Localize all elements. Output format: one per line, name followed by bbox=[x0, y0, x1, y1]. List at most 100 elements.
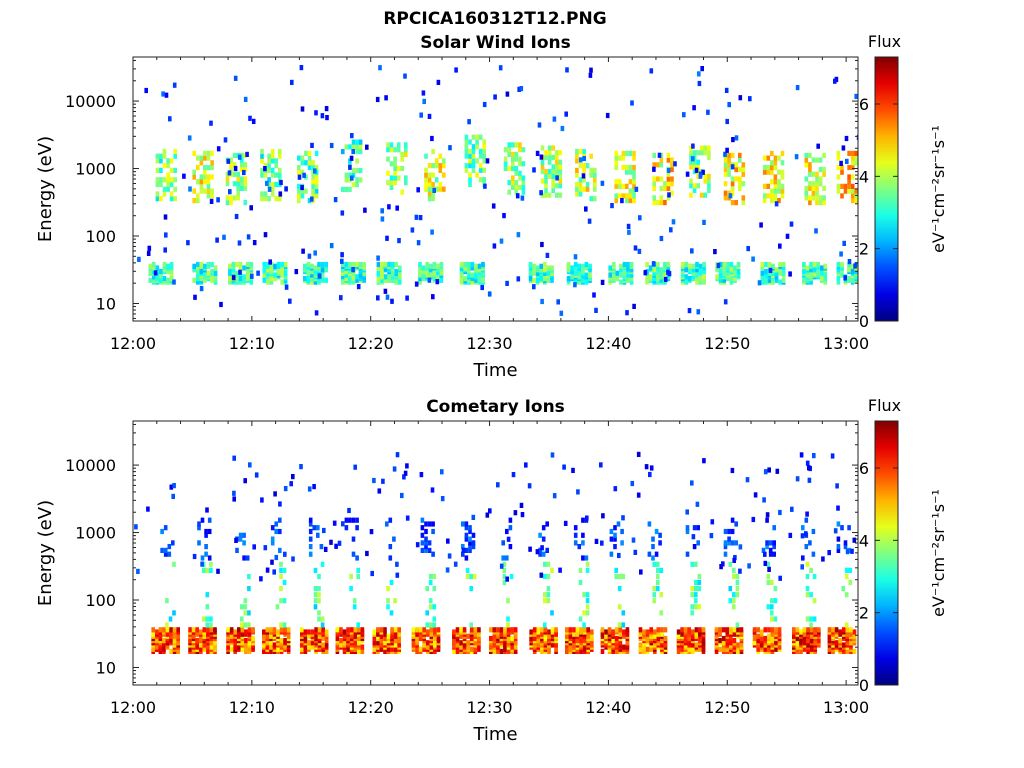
spectrogram-cell bbox=[314, 188, 319, 194]
spectrogram-cell bbox=[424, 181, 428, 188]
spectrogram-cell bbox=[320, 272, 325, 278]
spectrogram-cell bbox=[649, 465, 654, 471]
spectrogram-cell bbox=[272, 642, 277, 648]
spectrogram-cell bbox=[656, 162, 660, 168]
spectrogram-cell bbox=[788, 271, 792, 277]
spectrogram-cell bbox=[584, 555, 589, 561]
spectrogram-cell bbox=[278, 172, 282, 178]
spectrogram-cell bbox=[543, 561, 547, 567]
spectrogram-cell bbox=[358, 167, 363, 174]
spectrogram-cell bbox=[727, 162, 731, 168]
spectrogram-cell bbox=[695, 267, 699, 273]
spectrogram-cell bbox=[767, 261, 772, 268]
spectrogram-cell bbox=[308, 517, 313, 523]
spectrogram-cell bbox=[262, 633, 266, 639]
spectrogram-cell bbox=[209, 644, 214, 650]
spectrogram-cell bbox=[232, 490, 236, 496]
spectrogram-cell bbox=[237, 154, 242, 160]
spectrogram-cell bbox=[807, 477, 812, 483]
spectrogram-cell bbox=[459, 633, 463, 639]
spectrogram-cell bbox=[199, 635, 203, 642]
spectrogram-cell bbox=[240, 622, 244, 628]
spectrogram-cell bbox=[698, 269, 703, 275]
spectrogram-cell bbox=[242, 169, 246, 176]
spectrogram-cell bbox=[656, 276, 660, 282]
spectrogram-cell bbox=[642, 644, 646, 650]
spectrogram-cell bbox=[733, 265, 737, 271]
spectrogram-cell bbox=[670, 166, 674, 173]
spectrogram-cell bbox=[854, 93, 858, 99]
spectrogram-cell bbox=[355, 525, 359, 531]
spectrogram-cell bbox=[279, 598, 283, 604]
spectrogram-cell bbox=[774, 201, 779, 207]
spectrogram-cell bbox=[550, 627, 555, 633]
spectrogram-cell bbox=[663, 276, 668, 283]
spectrogram-cell bbox=[507, 142, 511, 148]
spectrogram-cell bbox=[313, 604, 318, 610]
spectrogram-cell bbox=[652, 561, 656, 567]
spectrogram-cell bbox=[300, 188, 305, 194]
spectrogram-cell bbox=[518, 156, 522, 162]
spectrogram-cell bbox=[521, 189, 526, 195]
spectrogram-cell bbox=[507, 189, 511, 195]
spectrogram-cell bbox=[543, 573, 547, 580]
spectrogram-cell bbox=[626, 277, 630, 283]
spectrogram-cell bbox=[532, 270, 536, 276]
spectrogram-cell bbox=[809, 616, 813, 622]
spectrogram-cell bbox=[751, 516, 756, 523]
spectrogram-cell bbox=[200, 561, 204, 567]
spectrogram-cell bbox=[771, 279, 775, 285]
spectrogram-cell bbox=[389, 184, 394, 190]
spectrogram-cell bbox=[696, 525, 700, 531]
spectrogram-cell bbox=[363, 207, 367, 213]
spectrogram-cell bbox=[578, 191, 583, 197]
spectrogram-cell bbox=[316, 532, 320, 538]
spectrogram-cell bbox=[282, 622, 287, 628]
spectrogram-cell bbox=[310, 263, 314, 269]
spectrogram-cell bbox=[244, 642, 248, 648]
spectrogram-cell bbox=[195, 627, 199, 633]
spectrogram-cell bbox=[565, 67, 569, 73]
spectrogram-cell bbox=[777, 631, 782, 637]
spectrogram-cell bbox=[172, 627, 177, 633]
spectrogram-cell bbox=[427, 277, 432, 283]
x-tick-label: 12:00 bbox=[110, 334, 156, 353]
spectrogram-cell bbox=[558, 567, 562, 573]
spectrogram-cell bbox=[279, 573, 283, 580]
spectrogram-cell bbox=[475, 144, 479, 150]
spectrogram-cell bbox=[291, 556, 295, 562]
spectrogram-cell bbox=[696, 173, 700, 179]
spectrogram-cell bbox=[225, 176, 230, 182]
spectrogram-cell bbox=[215, 237, 219, 243]
spectrogram-cell bbox=[554, 154, 559, 161]
spectrogram-cell bbox=[801, 525, 805, 531]
spectrogram-cell bbox=[496, 482, 500, 488]
spectrogram-cell bbox=[424, 153, 428, 159]
spectrogram-cell bbox=[319, 544, 324, 550]
spectrogram-cell bbox=[850, 198, 855, 204]
spectrogram-cell bbox=[260, 167, 264, 173]
spectrogram-cell bbox=[648, 274, 653, 280]
spectrogram-cell bbox=[400, 492, 404, 499]
x-tick-label: 12:00 bbox=[110, 698, 156, 717]
spectrogram-cell bbox=[520, 512, 525, 518]
spectrogram-cell bbox=[727, 536, 731, 542]
spectrogram-cell bbox=[155, 177, 160, 183]
spectrogram-cell bbox=[499, 563, 504, 569]
spectrogram-cell bbox=[436, 627, 441, 633]
spectrogram-cell bbox=[393, 598, 397, 604]
spectrogram-cell bbox=[834, 640, 839, 646]
spectrogram-cell bbox=[812, 453, 816, 459]
spectrogram-cell bbox=[751, 256, 755, 262]
spectrogram-cell bbox=[532, 277, 536, 283]
spectrogram-cell bbox=[314, 627, 318, 633]
spectrogram-cell bbox=[344, 525, 349, 531]
spectrogram-cell bbox=[629, 272, 634, 278]
spectrogram-cell bbox=[172, 279, 176, 285]
spectrogram-cell bbox=[692, 544, 697, 550]
spectrogram-cell bbox=[471, 144, 476, 150]
spectrogram-cell bbox=[351, 144, 356, 150]
spectrogram-cell bbox=[381, 478, 385, 484]
spectrogram-cell bbox=[242, 532, 246, 538]
spectrogram-cell bbox=[692, 169, 697, 175]
